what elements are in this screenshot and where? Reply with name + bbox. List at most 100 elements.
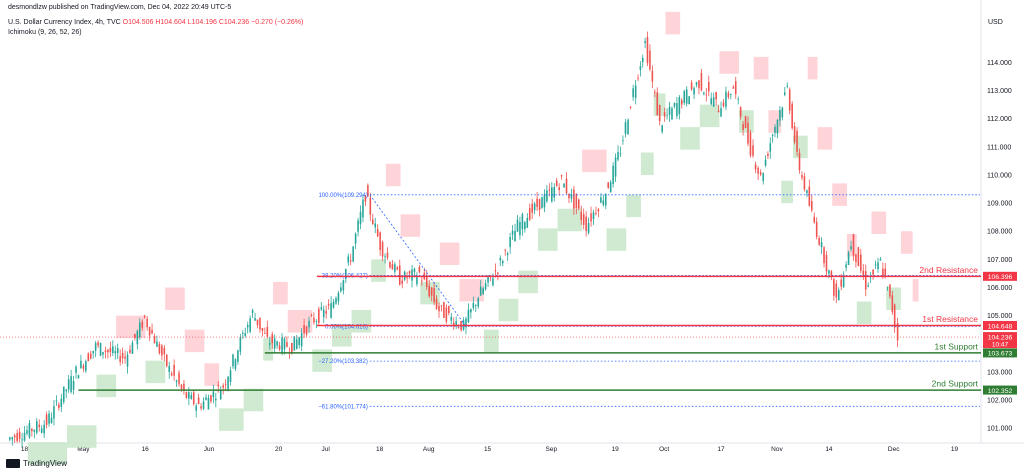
current-price-badge: [983, 332, 1017, 349]
y-tick-label: 112.000: [987, 116, 1012, 123]
candle-body: [754, 164, 757, 170]
candle-body: [337, 292, 340, 302]
candle-body: [421, 280, 423, 282]
candle-body: [852, 234, 855, 256]
candle-body: [619, 153, 622, 155]
candle-body: [551, 187, 553, 202]
candle-body: [129, 349, 131, 353]
candle-body: [62, 386, 65, 402]
candle-body: [435, 298, 438, 309]
candle-body: [31, 428, 33, 432]
candle-body: [877, 262, 879, 270]
candle-body: [67, 379, 70, 390]
candle-body: [563, 183, 565, 188]
candle-body: [641, 57, 644, 63]
candle-body: [261, 327, 264, 331]
candle-body: [425, 275, 428, 288]
candle-body: [80, 360, 82, 368]
candle-body: [494, 270, 497, 272]
candle-body: [124, 356, 126, 359]
candle-body: [151, 329, 153, 334]
resistance-price-badge: [983, 320, 1017, 330]
candle-body: [259, 317, 261, 330]
candle-body: [879, 258, 882, 261]
candle-body: [185, 392, 188, 398]
candle-body: [580, 211, 583, 220]
candle-body: [575, 193, 578, 209]
candle-body: [374, 223, 377, 228]
candle-body: [497, 272, 499, 274]
candle-body: [322, 309, 325, 318]
candle-body: [884, 268, 887, 278]
candle-body: [109, 348, 112, 353]
ichimoku-cloud-bearish: [165, 287, 185, 310]
candle-body: [232, 354, 234, 367]
candle-body: [408, 271, 411, 274]
resistance-price-badge-text: 106.396: [988, 274, 1013, 281]
candle-body: [607, 182, 610, 188]
candle-body: [759, 172, 762, 175]
candle-body: [406, 277, 408, 279]
x-tick-label: 19: [611, 446, 619, 453]
candle-body: [18, 431, 21, 439]
candle-body: [592, 212, 595, 220]
indicator-label[interactable]: Ichimoku (9, 26, 52, 26): [8, 29, 82, 36]
candle-body: [433, 287, 435, 303]
ichimoku-cloud-bearish: [719, 51, 740, 74]
support-name-label: 1st Support: [935, 341, 979, 351]
candle-body: [582, 214, 585, 225]
candle-body: [313, 317, 315, 323]
candle-body: [570, 194, 573, 199]
candle-body: [35, 421, 38, 433]
candle-body: [107, 349, 109, 353]
x-tick-label: 20: [275, 446, 283, 453]
candle-body: [671, 108, 673, 120]
candle-body: [524, 222, 526, 230]
ichimoku-cloud-bullish: [699, 104, 720, 128]
current-price-badge-text: 104.236: [988, 335, 1013, 342]
candle-body: [629, 106, 632, 108]
tradingview-brand: TradingView: [23, 459, 68, 468]
candle-body: [845, 264, 847, 268]
candle-body: [146, 318, 148, 328]
resistance-name-label: 1st Resistance: [922, 314, 978, 324]
candle-body: [757, 167, 759, 174]
candle-body: [315, 321, 318, 323]
candle-body: [499, 257, 502, 261]
candle-body: [104, 350, 107, 353]
fib-level-label: 0.00%(104.616): [325, 324, 368, 330]
x-tick-label: Jul: [322, 446, 331, 453]
candle-body: [644, 41, 646, 44]
candle-body: [335, 298, 337, 304]
candle-body: [291, 342, 293, 354]
candle-body: [43, 424, 45, 434]
tradingview-footer[interactable]: TradingView: [6, 459, 67, 468]
candle-body: [178, 372, 180, 385]
candle-body: [847, 252, 850, 265]
candle-body: [725, 91, 727, 108]
candle-body: [842, 274, 845, 287]
x-tick-label: Aug: [423, 446, 435, 453]
candle-body: [264, 332, 266, 334]
candle-body: [710, 98, 713, 105]
ichimoku-cloud-bearish: [912, 279, 919, 302]
candle-body: [180, 384, 183, 390]
candle-body: [195, 405, 197, 411]
candle-body: [600, 197, 602, 203]
candle-body: [893, 304, 896, 328]
ichimoku-cloud-bullish: [626, 194, 641, 218]
candle-body: [455, 321, 457, 326]
candle-body: [654, 91, 656, 93]
candle-body: [305, 326, 308, 335]
candle-body: [438, 305, 440, 312]
candle-body: [445, 307, 448, 322]
candle-body: [349, 260, 352, 262]
candle-body: [703, 92, 705, 95]
candle-body: [92, 350, 94, 354]
candle-body: [367, 185, 369, 197]
candle-body: [676, 103, 678, 117]
candle-body: [97, 342, 99, 346]
ohlc-low: L104.196: [187, 19, 217, 26]
candle-body: [50, 417, 53, 423]
